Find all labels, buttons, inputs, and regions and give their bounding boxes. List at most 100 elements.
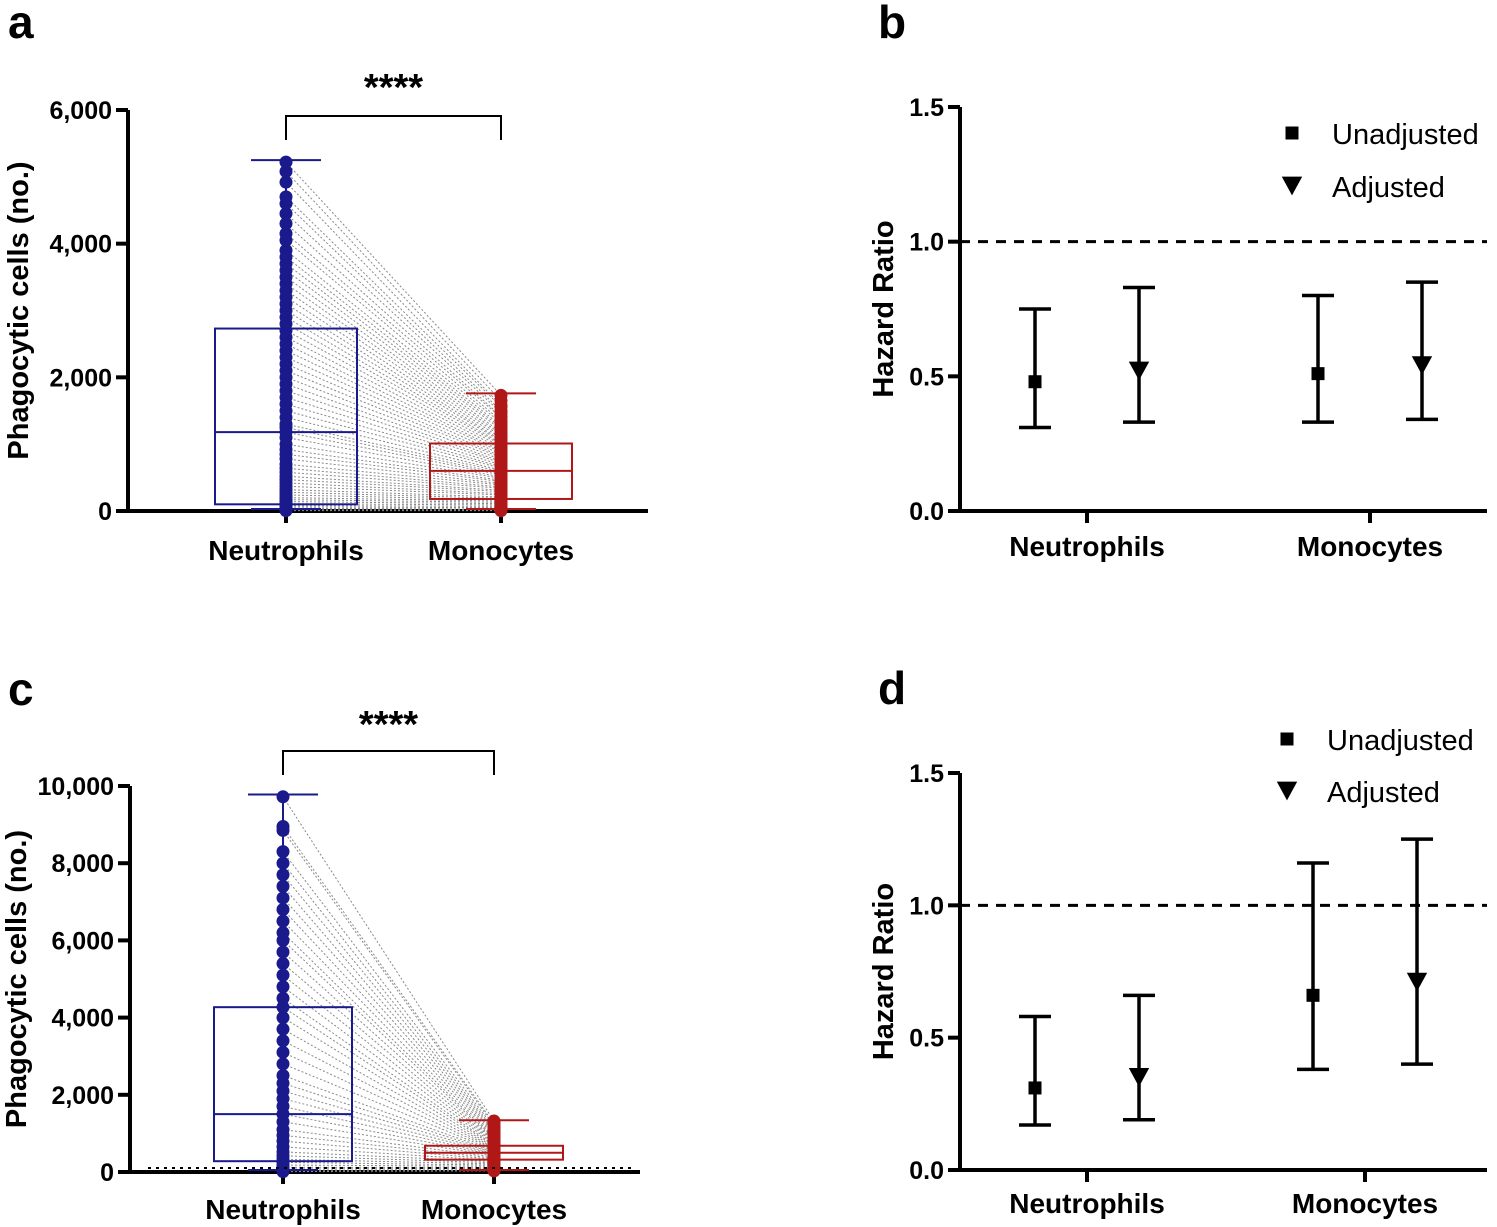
pair-line [285,233,502,418]
y-axis-title: Phagocytic cells (no.) [1,830,33,1128]
point-adjusted [1406,972,1428,992]
pair-line [282,1028,495,1149]
data-point-neutrophils [276,856,290,870]
data-point-neutrophils [276,1045,290,1059]
pair-line [282,1170,495,1173]
pair-line [285,256,502,426]
significance-bracket [285,115,502,140]
pair-line [285,203,502,412]
point-adjusted [1128,361,1150,381]
pair-line [285,383,502,463]
pair-line [282,1098,495,1154]
data-point-neutrophils [276,868,290,882]
data-point-neutrophils [276,968,290,982]
y-tick-label: 0 [100,1159,114,1187]
pair-line [282,1146,495,1161]
pair-line [282,940,495,1140]
pair-line [285,449,502,481]
y-tick-label: 6,000 [49,97,112,125]
pair-line [282,974,495,1144]
pair-line [285,239,502,422]
pair-line [282,886,495,1133]
pair-line [282,897,495,1135]
pair-line [282,997,495,1146]
data-point-neutrophils [279,207,293,221]
panel-a: a 0 2,000 4,000 6,000 Neutrophils Monocytes Pha… [3,0,648,566]
pair-line [285,296,502,439]
y-tick-label: 0 [98,498,112,526]
y-tick-label: 1.5 [909,94,944,122]
pair-line [285,330,502,448]
pair-line [285,181,502,406]
pair-line [285,171,502,402]
pair-line [285,396,502,466]
legend-marker-unadjusted [1280,732,1294,746]
pair-line [282,1155,495,1164]
legend-marker-adjusted [1281,176,1303,196]
y-tick-label: 4,000 [51,1005,114,1033]
panel-letter: c [8,663,34,715]
pair-line [285,303,502,441]
pair-line [285,356,502,455]
pair-line [282,1017,495,1148]
pair-line [282,1082,495,1153]
y-tick-label: 10,000 [38,773,114,801]
panel-d: d 0.0 0.5 1.0 1.5 Neutrophils Monocytes Hazard … [868,662,1487,1219]
pair-line [285,263,502,428]
x-category-label: Monocytes [1292,1188,1438,1219]
pair-line [285,161,502,396]
legend-label: Adjusted [1332,172,1445,204]
pair-line [282,1090,495,1154]
data-point-neutrophils [276,1057,290,1071]
legend-label: Unadjusted [1327,725,1474,757]
data-point-neutrophils [279,197,293,211]
pair-line [282,874,495,1132]
pair-line [285,336,502,450]
data-point-neutrophils [276,879,290,893]
pair-line [285,363,502,457]
pair-line [285,443,502,479]
pair-line [285,276,502,433]
point-unadjusted [1311,367,1325,381]
y-tick-label: 2,000 [51,1082,114,1110]
data-point-neutrophils [276,845,290,859]
data-point-neutrophils [276,933,290,947]
pair-line [285,482,502,495]
panel-letter: b [878,0,906,48]
pair-line [285,426,502,475]
data-point-neutrophils [276,903,290,917]
pair-line [285,505,502,507]
pair-line [282,1051,495,1151]
pair-line [282,851,495,1128]
y-tick-label: 0.5 [909,1025,944,1053]
panel-b: b 0.0 0.5 1.0 1.5 Neutrophils Monocytes Hazard … [868,0,1487,562]
data-point-neutrophils [276,980,290,994]
pair-line [282,1134,495,1159]
data-point-neutrophils [276,1022,290,1036]
pair-line [282,963,495,1143]
data-point-neutrophils [276,945,290,959]
pair-line [285,458,502,485]
data-point-neutrophils [276,1034,290,1048]
pair-line [282,862,495,1130]
data-point-neutrophils [279,164,293,178]
pair-line [282,830,495,1126]
pair-line [285,323,502,446]
point-adjusted [1411,356,1433,375]
data-point-neutrophils [276,1011,290,1025]
y-tick-label: 2,000 [49,364,112,392]
pair-line [282,1164,495,1167]
point-unadjusted [1306,988,1320,1002]
pair-line [285,403,502,468]
legend-label: Adjusted [1327,777,1440,809]
pair-line [282,1161,495,1166]
pair-line [282,1158,495,1165]
pair-line [285,196,502,408]
significance-label: **** [359,704,418,746]
panel-letter: a [8,0,34,48]
pair-line [282,1040,495,1150]
data-point-monocytes [494,504,508,518]
data-point-neutrophils [279,217,293,231]
pair-line [282,1169,495,1171]
